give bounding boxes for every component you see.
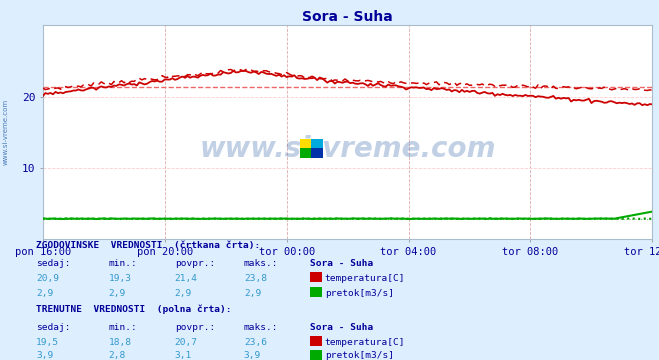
Text: min.:: min.:: [109, 259, 138, 268]
Text: www.si-vreme.com: www.si-vreme.com: [2, 99, 9, 165]
Text: 2,9: 2,9: [109, 289, 126, 298]
Text: sedaj:: sedaj:: [36, 324, 71, 333]
Text: 19,5: 19,5: [36, 338, 59, 347]
Text: Sora - Suha: Sora - Suha: [310, 324, 373, 333]
Text: ZGODOVINSKE  VREDNOSTI  (črtkana črta):: ZGODOVINSKE VREDNOSTI (črtkana črta):: [36, 242, 260, 251]
Text: 3,9: 3,9: [36, 351, 53, 360]
Text: 2,9: 2,9: [36, 289, 53, 298]
Text: 2,8: 2,8: [109, 351, 126, 360]
Bar: [312, 139, 323, 148]
Text: TRENUTNE  VREDNOSTI  (polna črta):: TRENUTNE VREDNOSTI (polna črta):: [36, 305, 232, 315]
Text: pretok[m3/s]: pretok[m3/s]: [325, 351, 394, 360]
Text: Sora - Suha: Sora - Suha: [310, 259, 373, 268]
Text: www.si-vreme.com: www.si-vreme.com: [200, 135, 496, 163]
Text: 3,1: 3,1: [175, 351, 192, 360]
Text: 18,8: 18,8: [109, 338, 132, 347]
Text: 2,9: 2,9: [175, 289, 192, 298]
Text: povpr.:: povpr.:: [175, 324, 215, 333]
Bar: [300, 139, 312, 148]
Text: sedaj:: sedaj:: [36, 259, 71, 268]
Text: povpr.:: povpr.:: [175, 259, 215, 268]
Text: 21,4: 21,4: [175, 274, 198, 283]
Text: 3,9: 3,9: [244, 351, 261, 360]
Text: temperatura[C]: temperatura[C]: [325, 274, 405, 283]
Text: 2,9: 2,9: [244, 289, 261, 298]
Text: temperatura[C]: temperatura[C]: [325, 338, 405, 347]
Bar: [312, 148, 323, 158]
Text: min.:: min.:: [109, 324, 138, 333]
Text: 20,9: 20,9: [36, 274, 59, 283]
Text: 20,7: 20,7: [175, 338, 198, 347]
Bar: [300, 148, 312, 158]
Text: maks.:: maks.:: [244, 259, 278, 268]
Text: 23,8: 23,8: [244, 274, 267, 283]
Title: Sora - Suha: Sora - Suha: [302, 10, 393, 24]
Text: 19,3: 19,3: [109, 274, 132, 283]
Text: 23,6: 23,6: [244, 338, 267, 347]
Text: maks.:: maks.:: [244, 324, 278, 333]
Text: pretok[m3/s]: pretok[m3/s]: [325, 289, 394, 298]
